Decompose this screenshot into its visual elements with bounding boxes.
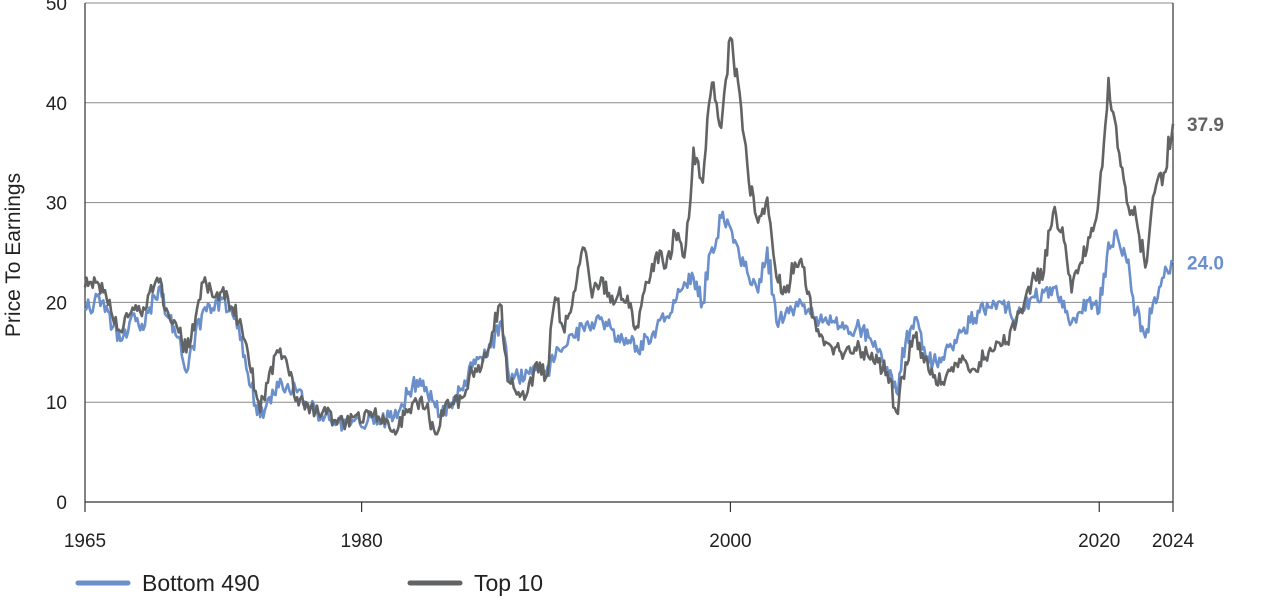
labels: Price To Earnings 0 10 20 30 40 50 1965 1980 200…	[2, 0, 1224, 552]
series-line-bottom-490	[84, 210, 1174, 432]
y-tick-label-0: 0	[56, 493, 67, 514]
y-axis-title: Price To Earnings	[2, 173, 25, 337]
y-tick-label-50: 50	[46, 0, 67, 15]
axes	[84, 3, 1174, 512]
x-tick-label-1965: 1965	[64, 531, 106, 552]
legend-label-top-10: Top 10	[474, 570, 543, 596]
end-label-bottom-490: 24.0	[1187, 253, 1224, 274]
end-label-top-10: 37.9	[1187, 115, 1224, 136]
y-tick-label-20: 20	[46, 293, 67, 314]
x-tick-label-2000: 2000	[709, 531, 751, 552]
y-tick-label-40: 40	[46, 94, 67, 115]
y-tick-label-10: 10	[46, 393, 67, 414]
legend: Bottom 490 Top 10	[75, 570, 543, 596]
x-tick-label-2024: 2024	[1152, 531, 1195, 552]
x-tick-label-2020: 2020	[1078, 531, 1120, 552]
y-tick-label-30: 30	[46, 194, 67, 215]
series-lines	[83, 36, 1175, 436]
series-line-top-10	[83, 36, 1175, 436]
legend-label-bottom-490: Bottom 490	[142, 570, 260, 596]
x-tick-label-1980: 1980	[340, 531, 382, 552]
